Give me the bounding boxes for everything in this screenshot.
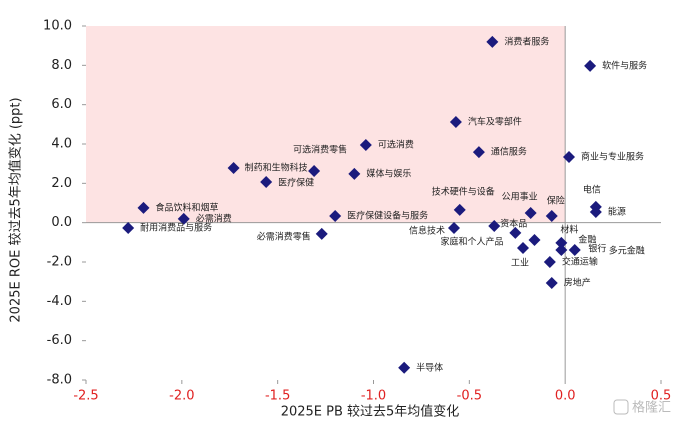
- point-label: 可选消费: [378, 138, 414, 150]
- y-tick-label: -4.0: [47, 294, 72, 309]
- point: [555, 244, 568, 257]
- point: [448, 221, 460, 234]
- point: [545, 209, 558, 222]
- point: [348, 167, 361, 180]
- point: [555, 236, 568, 249]
- y-tick-label: -8.0: [47, 373, 72, 388]
- point: [488, 220, 501, 233]
- point-label: 必需消费: [196, 212, 232, 224]
- x-tick-label: -1.5: [265, 389, 290, 404]
- point-label: 食品饮料和烟草: [156, 201, 219, 213]
- point: [545, 277, 558, 290]
- point-label: 交通运输: [562, 256, 598, 268]
- point-label: 公用事业: [502, 191, 538, 203]
- point: [524, 207, 537, 220]
- point: [122, 221, 135, 234]
- point-label: 商业与专业服务: [581, 150, 644, 162]
- point: [584, 59, 597, 72]
- point-label: 医疗保健设备与服务: [347, 209, 428, 221]
- x-axis-label: 2025E PB 较过去5年均值变化: [281, 404, 460, 420]
- point-label: 医疗保健: [278, 176, 314, 188]
- point: [563, 150, 575, 163]
- point-label: 电信: [583, 183, 601, 195]
- point: [486, 35, 499, 48]
- point-label: 房地产: [564, 277, 591, 289]
- point-label: 银行: [588, 243, 606, 255]
- y-tick-label: 4.0: [51, 137, 72, 152]
- y-tick-label: 6.0: [51, 97, 72, 112]
- point-label: 信息技术: [409, 224, 445, 236]
- x-tick-label: 0.0: [555, 389, 576, 404]
- y-tick-label: 2.0: [51, 176, 72, 191]
- point-label: 制药和生物科技: [245, 161, 308, 173]
- point-label: 能源: [608, 206, 626, 218]
- x-tick-label: -1.0: [361, 389, 386, 404]
- point-label: 工业: [511, 258, 529, 269]
- point-label: 家庭和个人产品: [440, 235, 503, 247]
- y-tick-label: -6.0: [47, 333, 72, 348]
- point: [260, 175, 273, 188]
- point: [308, 164, 321, 177]
- point-label: 耐用消费品与服务: [140, 221, 212, 233]
- point-label: 半导体: [416, 361, 443, 373]
- point-label: 汽车及零部件: [468, 115, 522, 127]
- point: [517, 242, 529, 255]
- point: [359, 138, 372, 151]
- point-label: 材料: [560, 223, 578, 235]
- point: [449, 115, 462, 128]
- shaded-region: [86, 26, 566, 223]
- watermark: 格隆汇: [632, 400, 671, 416]
- x-tick-label: -2.5: [73, 389, 98, 404]
- point-label: 金融: [578, 233, 596, 245]
- point-label: 技术硬件与设备: [432, 185, 495, 197]
- watermark-icon: [613, 399, 629, 415]
- point: [568, 244, 581, 257]
- point-label: 必需消费零售: [257, 230, 311, 242]
- point: [227, 161, 240, 174]
- point: [177, 212, 190, 225]
- point: [329, 209, 342, 222]
- x-tick-label: -0.5: [457, 389, 482, 404]
- point: [137, 201, 150, 214]
- x-tick-label: -2.0: [169, 389, 194, 404]
- point-label: 保险: [547, 194, 565, 206]
- y-axis-label: 2025E ROE 较过去5年均值变化 (ppt): [8, 97, 24, 322]
- point: [453, 203, 466, 216]
- point-label: 消费者服务: [504, 35, 549, 47]
- point: [398, 361, 411, 374]
- point: [315, 227, 328, 240]
- x-tick-label: 0.5: [651, 389, 672, 404]
- y-tick-label: 8.0: [51, 58, 72, 73]
- point: [509, 226, 522, 239]
- y-tick-label: -2.0: [47, 255, 72, 270]
- point-label: 软件与服务: [602, 59, 647, 71]
- y-tick-label: 10.0: [43, 19, 72, 34]
- point-label: 资本品: [500, 218, 527, 230]
- point: [528, 233, 541, 246]
- point: [543, 256, 556, 268]
- point: [472, 146, 485, 159]
- point-label: 可选消费零售: [293, 143, 347, 155]
- point-label: 通信服务: [491, 146, 527, 158]
- y-tick-label: 0.0: [51, 215, 72, 230]
- point: [589, 206, 602, 219]
- point-label: 媒体与娱乐: [366, 167, 411, 179]
- point-label: 多元金融: [609, 245, 645, 257]
